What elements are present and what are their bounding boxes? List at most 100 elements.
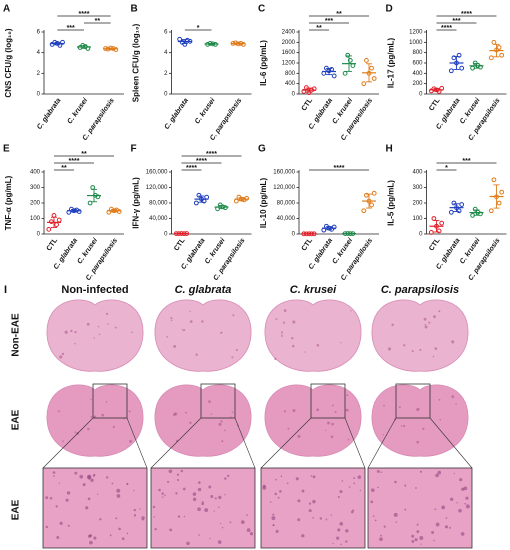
y-tick-label: 40,000 [277,216,296,222]
panel-letter: I [4,284,7,296]
y-tick-label: 80,000 [149,201,168,207]
tissue-texture [246,514,248,516]
data-point [196,192,202,198]
tissue-texture [419,348,422,351]
tissue-section [264,299,362,372]
tissue-texture [59,355,63,359]
tissue-texture [52,471,56,474]
tissue-texture [428,321,431,324]
tissue-texture [101,413,105,417]
data-point [451,200,457,206]
tissue-texture [61,352,65,356]
tissue-texture [312,475,316,479]
tissue-texture [463,486,468,491]
data-point [488,208,494,214]
significance-label: * [445,165,448,172]
tissue-texture [208,400,211,403]
tissue-texture [79,474,84,479]
tissue-texture [418,408,420,410]
significance-label: *** [462,158,470,165]
tissue-texture [197,487,202,492]
tissue-texture [208,485,212,489]
tissue-texture [359,489,362,492]
y-tick-label: 600 [412,61,423,67]
x-tick-label: CTL [301,97,315,113]
data-point [311,86,317,92]
tissue-texture [465,496,469,500]
tissue-texture [189,320,193,323]
tissue-texture [82,483,86,487]
data-point [499,189,505,195]
tissue-texture [213,510,215,512]
tissue-texture [422,427,425,430]
tissue-texture [379,537,383,541]
tissue-texture [308,509,312,513]
tissue-texture [217,540,222,544]
tissue-texture [221,526,224,529]
tissue-texture [414,538,418,542]
tissue-texture [93,536,97,540]
tissue-texture [65,498,69,502]
tissue-texture [93,337,95,339]
significance-label: *** [67,25,75,32]
tissue-texture [183,515,186,518]
tissue-texture [415,487,417,489]
tissue-texture [281,335,283,337]
data-point [491,39,497,45]
tissue-texture [403,344,406,347]
column-header: C. glabrata [175,284,232,296]
tissue-texture [382,433,384,436]
tissue-texture [297,434,301,439]
panel-letter: A [3,4,10,15]
tissue-texture [416,530,420,534]
tissue-texture [269,501,272,503]
data-point [193,200,199,206]
tissue-texture [97,325,100,328]
tissue-texture [439,418,442,421]
y-tick-label: 0 [419,92,423,98]
tissue-texture [59,521,63,525]
significance-label: **** [441,25,452,32]
tissue-texture [272,524,275,527]
inset-box [200,383,236,419]
tissue-texture [224,494,226,496]
tissue-texture [274,492,277,496]
significance-label: ** [316,25,322,32]
tissue-texture [464,502,466,505]
tissue-texture [128,410,131,413]
tissue-texture [274,357,277,361]
tissue-texture [435,522,440,527]
data-point [496,200,502,206]
tissue-texture [339,521,344,526]
data-point [185,37,190,43]
tissue-texture [224,477,227,480]
tissue-texture [398,406,401,409]
data-point [76,209,82,214]
tissue-texture [372,515,375,517]
tissue-texture [394,480,397,484]
significance-label: * [197,25,200,32]
tissue-texture [310,475,313,477]
data-point [448,68,454,74]
tissue-texture [45,525,49,529]
x-tick-label: CTL [173,237,187,253]
tissue-texture [416,440,420,444]
tissue-texture [416,523,419,526]
x-tick-label: C. krusei [66,96,89,125]
data-point [301,89,307,94]
tissue-texture [455,403,457,405]
tissue-texture [319,517,322,520]
tissue-texture [301,489,305,493]
data-point [488,55,494,61]
inset-box [92,383,128,419]
tissue-texture [192,497,197,502]
tissue-texture [292,344,295,348]
tissue-texture [420,543,422,545]
tissue-texture [345,529,349,533]
significance-label: *** [452,18,460,25]
data-point [459,65,465,71]
tissue-texture [438,398,441,401]
panel-letter: D [386,4,393,15]
tissue-texture [189,421,192,424]
tissue-texture [279,490,282,493]
